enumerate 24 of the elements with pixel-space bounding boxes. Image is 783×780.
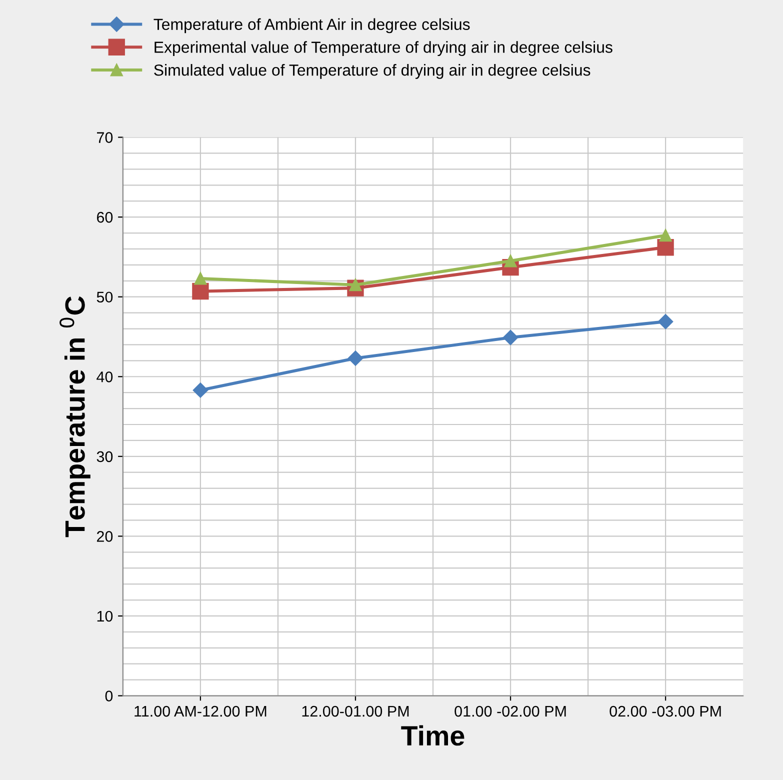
point: [192, 282, 209, 300]
legend-label: Temperature of Ambient Air in degree celsius: [154, 18, 470, 34]
x-tick-label: 02.00 -03.00 PM: [610, 706, 721, 717]
y-tick-label: 70: [97, 132, 113, 143]
legend-label: Simulated value of Temperature of drying air in degree celsius: [154, 64, 590, 79]
y-tick-label: 30: [96, 451, 113, 462]
legend-label: Experimental value of Temperature of drying air in degree celsius: [154, 41, 612, 56]
x-tick-label: 12.00-01.00 PM: [302, 706, 409, 717]
y-axis-title: Temperature in $^{0}$C: [60, 296, 90, 538]
x-tick-label: 01.00 -02.00 PM: [454, 706, 566, 717]
x-tick-label: 11.00 AM-12.00 PM: [134, 706, 266, 717]
y-tick-label: 0: [105, 690, 113, 702]
point: [348, 350, 364, 366]
x-axis-title: Time: [401, 725, 464, 746]
point: [502, 330, 518, 346]
y-tick-label: 40: [96, 371, 113, 382]
y-tick-label: 60: [96, 212, 113, 223]
point: [192, 382, 208, 398]
point: [659, 229, 672, 242]
y-tick-label: 20: [96, 531, 113, 542]
point: [194, 272, 207, 285]
point: [658, 314, 674, 330]
y-tick-label: 50: [96, 292, 113, 303]
y-tick-label: 10: [97, 610, 113, 622]
